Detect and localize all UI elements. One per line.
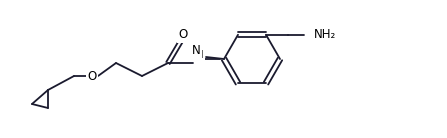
Text: N: N — [192, 44, 200, 58]
Text: NH₂: NH₂ — [314, 28, 336, 41]
Text: O: O — [87, 70, 97, 83]
Text: O: O — [178, 29, 188, 42]
Text: H: H — [196, 50, 204, 60]
